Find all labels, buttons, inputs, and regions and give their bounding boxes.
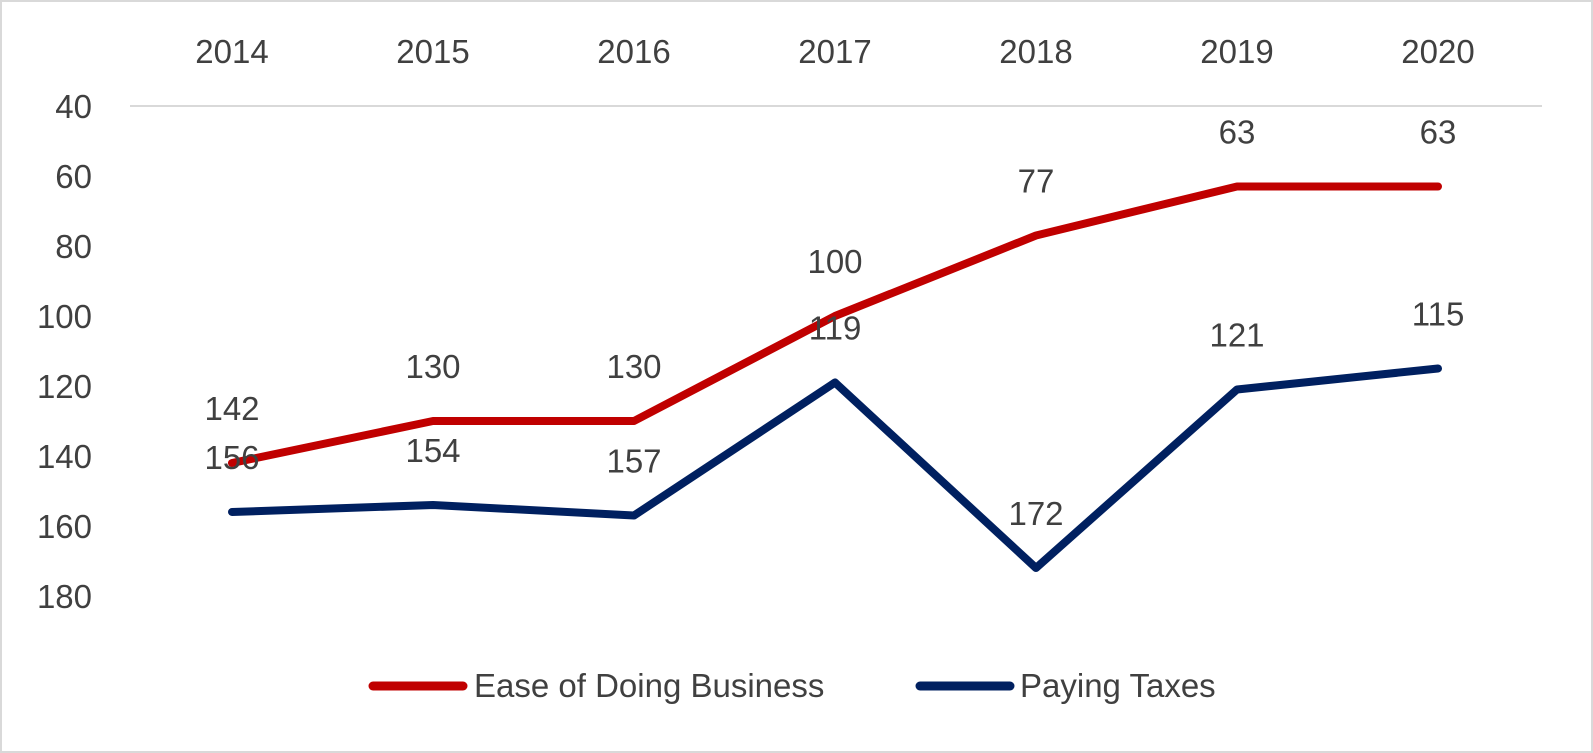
y-tick-labels: 40 60 80 100 120 140 160 180 [37,88,92,615]
x-tick-label: 2016 [597,33,670,70]
data-label: 172 [1008,495,1063,532]
data-label: 63 [1219,114,1256,151]
x-tick-label: 2018 [999,33,1072,70]
data-label: 156 [204,439,259,476]
y-tick-label: 60 [55,158,92,195]
data-label: 130 [606,348,661,385]
y-tick-label: 140 [37,438,92,475]
data-labels: 142 130 130 100 77 63 63 156 154 157 119… [204,114,1464,533]
data-label: 119 [809,310,862,347]
data-label: 115 [1412,296,1465,333]
series-line-paying-taxes [228,364,1442,572]
data-label: 121 [1209,317,1264,354]
data-label: 142 [204,390,259,427]
legend: Ease of Doing Business Paying Taxes [368,667,1216,704]
data-label: 130 [405,348,460,385]
data-label: 63 [1420,114,1457,151]
y-tick-label: 120 [37,368,92,405]
legend-label-ease-of-doing-business: Ease of Doing Business [474,667,824,704]
series-lines [228,182,1442,572]
data-label: 154 [405,432,460,469]
series-line-ease-of-doing-business [228,182,1442,467]
x-tick-label: 2019 [1200,33,1273,70]
y-tick-label: 180 [37,578,92,615]
x-tick-label: 2017 [798,33,871,70]
legend-label-paying-taxes: Paying Taxes [1020,667,1216,704]
data-label: 77 [1018,163,1055,200]
x-tick-label: 2020 [1401,33,1474,70]
y-tick-label: 160 [37,508,92,545]
x-tick-label: 2015 [396,33,469,70]
data-label: 100 [807,243,862,280]
y-tick-label: 80 [55,228,92,265]
x-tick-label: 2014 [195,33,268,70]
data-label: 157 [606,443,661,480]
y-tick-label: 100 [37,298,92,335]
x-tick-labels: 2014 2015 2016 2017 2018 2019 2020 [195,33,1474,70]
y-tick-label: 40 [55,88,92,125]
